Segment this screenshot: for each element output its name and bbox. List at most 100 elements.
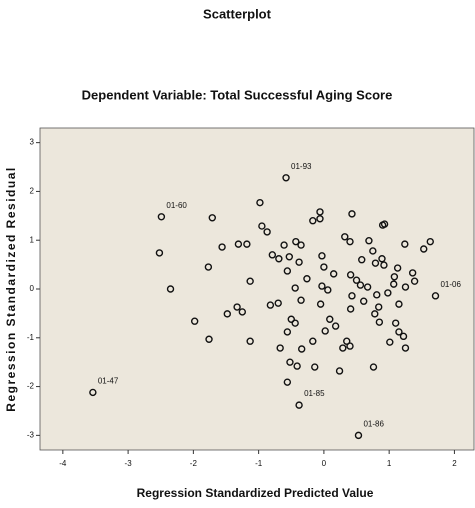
- point: [309, 337, 317, 345]
- x-tick-label: -4: [59, 459, 67, 468]
- point: [395, 328, 403, 336]
- point: [358, 256, 366, 264]
- point: [410, 277, 419, 285]
- point: [234, 240, 243, 248]
- point: [356, 281, 365, 289]
- point: [380, 261, 388, 269]
- point: [266, 301, 275, 309]
- point: [286, 358, 294, 366]
- plot-area: [39, 127, 475, 451]
- point: [276, 344, 284, 352]
- point: [280, 241, 288, 249]
- point: [293, 362, 301, 370]
- point: [401, 283, 410, 291]
- point: [298, 345, 306, 353]
- point: [283, 378, 292, 386]
- x-tick-label: -1: [255, 459, 263, 468]
- point: [316, 215, 324, 223]
- point: [371, 310, 379, 318]
- y-tick-label: -3: [27, 430, 35, 439]
- point: [329, 270, 338, 278]
- point: [401, 240, 409, 248]
- annotation: 01-85: [304, 389, 325, 398]
- point: [321, 327, 329, 335]
- point: [316, 208, 324, 216]
- point: [157, 213, 166, 221]
- point: [320, 263, 328, 271]
- point: [283, 267, 292, 275]
- point: [295, 258, 303, 266]
- point: [291, 319, 299, 327]
- annotation: 01-60: [166, 201, 187, 210]
- y-tick-label: 0: [30, 284, 35, 293]
- point: [384, 289, 392, 297]
- point: [246, 337, 254, 345]
- point: [318, 282, 326, 290]
- point: [346, 305, 355, 313]
- point: [365, 236, 373, 245]
- point: [401, 344, 410, 352]
- x-tick-label: 0: [322, 459, 327, 468]
- point: [393, 264, 402, 272]
- point: [256, 198, 264, 207]
- point: [390, 273, 399, 281]
- point: [287, 315, 295, 323]
- point: [246, 277, 254, 285]
- x-tick-label: -2: [190, 459, 198, 468]
- point: [166, 285, 175, 293]
- x-axis-label: Regression Standardized Predicted Value: [137, 486, 374, 500]
- point: [268, 251, 277, 259]
- point: [291, 284, 299, 292]
- point: [343, 337, 351, 345]
- point: [375, 318, 384, 326]
- point: [371, 259, 380, 267]
- annotation: 01-47: [98, 377, 119, 386]
- point: [373, 291, 381, 299]
- point: [369, 363, 378, 371]
- point: [285, 253, 294, 261]
- point: [205, 335, 213, 343]
- point: [395, 300, 403, 308]
- point: [89, 388, 97, 397]
- point: [238, 308, 247, 316]
- point: [348, 292, 356, 300]
- point: [386, 338, 394, 346]
- y-tick-label: 1: [30, 235, 35, 244]
- point: [346, 342, 354, 350]
- point: [363, 283, 372, 291]
- x-tick-label: -3: [125, 459, 133, 468]
- point: [346, 271, 355, 279]
- y-tick-label: -1: [27, 333, 35, 342]
- point: [420, 245, 428, 253]
- y-tick-label: -2: [27, 382, 35, 391]
- annotation: 01-93: [291, 162, 312, 171]
- y-tick-label: 3: [30, 138, 35, 147]
- point: [331, 322, 340, 330]
- point: [243, 240, 251, 248]
- annotation: 01-06: [440, 280, 461, 289]
- annotation: 01-86: [363, 419, 384, 428]
- point: [352, 276, 361, 284]
- x-tick-label: 1: [387, 459, 392, 468]
- point: [378, 255, 386, 263]
- y-axis-label: Regression Standardized Residual: [4, 166, 18, 411]
- point: [223, 310, 232, 318]
- point: [335, 367, 344, 375]
- point: [283, 328, 292, 336]
- point: [309, 216, 317, 225]
- point: [354, 431, 363, 440]
- point: [297, 241, 305, 249]
- point: [324, 286, 332, 294]
- point: [426, 237, 434, 246]
- point: [275, 255, 283, 263]
- point: [380, 220, 389, 228]
- point: [258, 222, 266, 230]
- point: [208, 214, 216, 222]
- point: [348, 210, 356, 218]
- point: [303, 275, 311, 283]
- point: [263, 228, 271, 236]
- point: [204, 263, 213, 271]
- point: [326, 315, 334, 323]
- chart-title: Scatterplot: [203, 6, 272, 21]
